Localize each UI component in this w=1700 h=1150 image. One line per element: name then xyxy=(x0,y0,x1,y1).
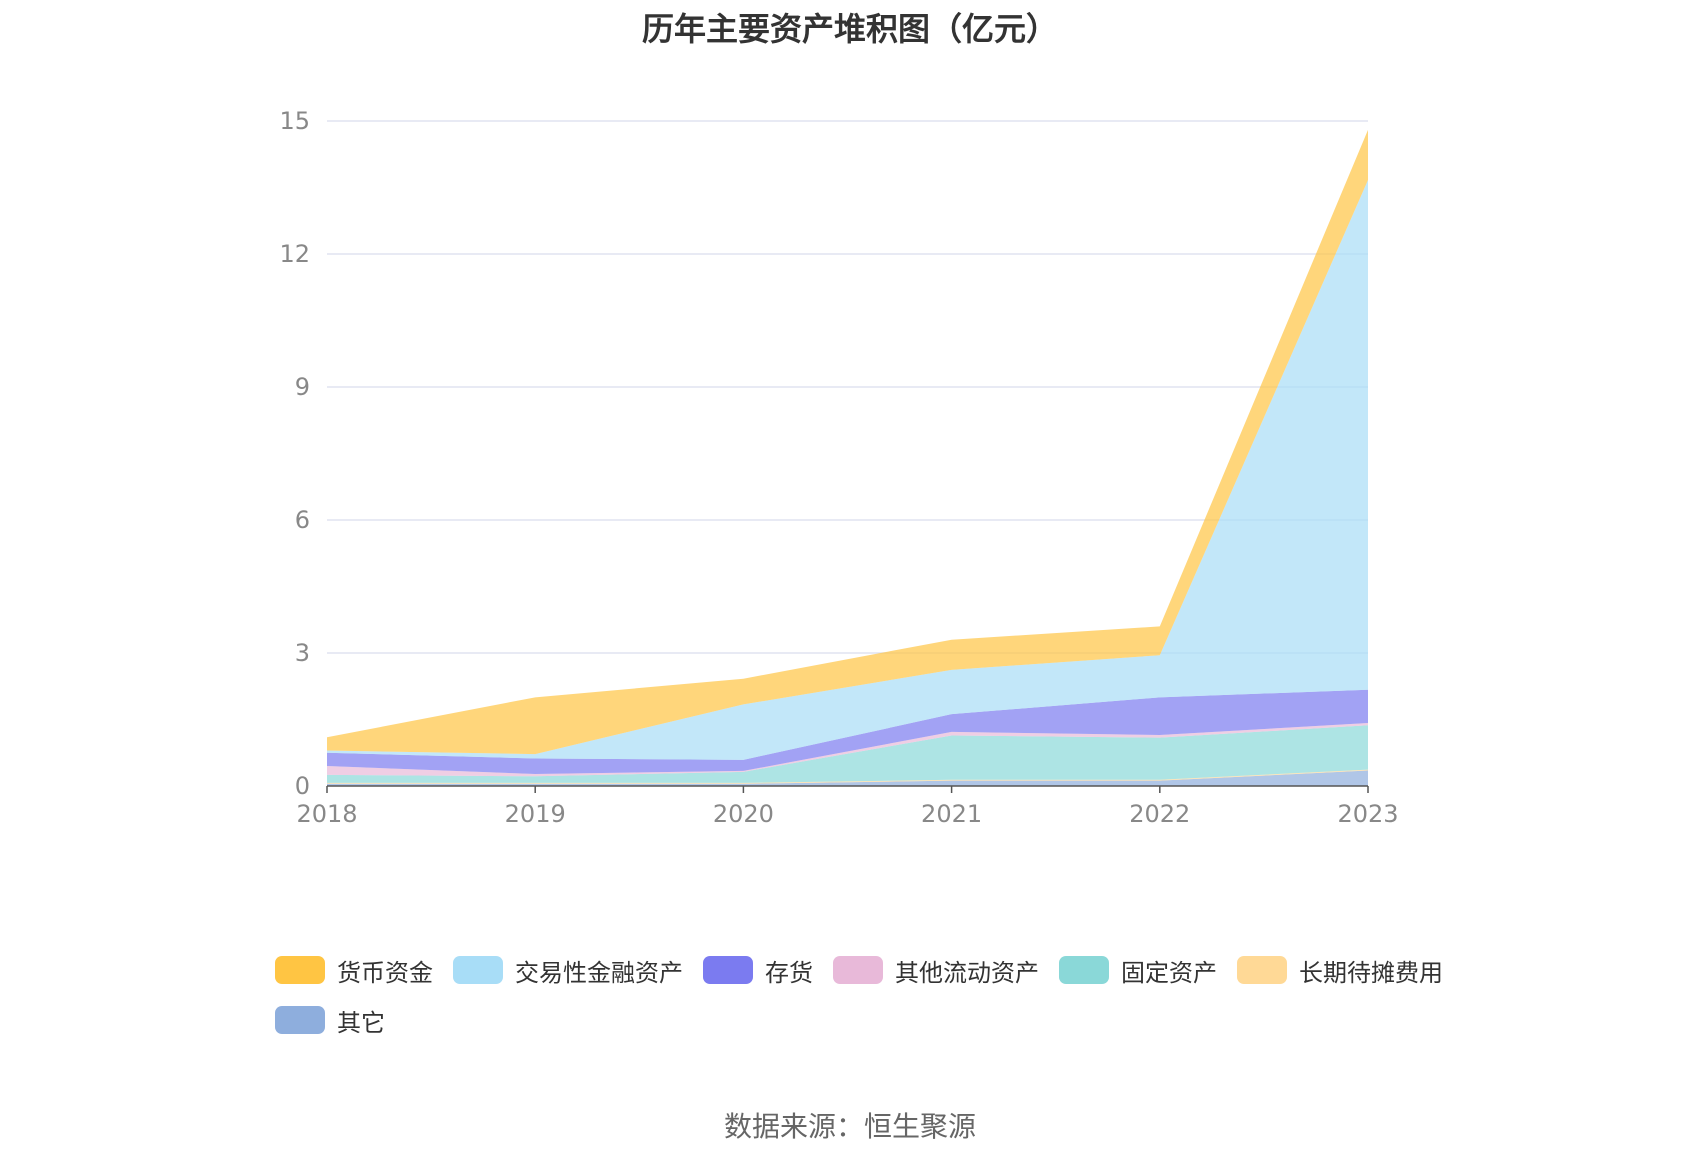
axes: 0 3 6 9 12 15 2018 2019 2020 2021 2022 2023 xyxy=(279,107,1398,828)
y-tick-label: 12 xyxy=(279,240,310,268)
legend: 货币资金 交易性金融资产 存货 其他流动资产 固定资产 长期待摊费用其它 xyxy=(275,955,1475,1037)
source-note: 数据来源：恒生聚源 xyxy=(723,1110,976,1143)
legend-swatch xyxy=(453,956,503,984)
legend-swatch xyxy=(275,1006,325,1034)
legend-label: 固定资产 xyxy=(1121,958,1217,987)
area-series-4 xyxy=(327,689,1368,775)
legend-swatch xyxy=(703,956,753,984)
area-series-2 xyxy=(327,725,1368,783)
x-tick-label: 2022 xyxy=(1129,800,1190,828)
stacked-areas xyxy=(327,129,1368,786)
legend-item[interactable]: 交易性金融资产 xyxy=(453,955,683,987)
x-tick-label: 2021 xyxy=(921,800,982,828)
chart-plot-area: 0 3 6 9 12 15 2018 2019 2020 2021 2022 2023 xyxy=(279,107,1398,828)
legend-label: 长期待摊费用 xyxy=(1299,958,1443,987)
legend-item[interactable]: 长期待摊费用 xyxy=(1237,955,1443,987)
legend-swatch xyxy=(1059,956,1109,984)
legend-swatch xyxy=(275,956,325,984)
x-tick-label: 2020 xyxy=(713,800,774,828)
legend-item[interactable]: 存货 xyxy=(703,955,813,987)
legend-item[interactable]: 货币资金 xyxy=(275,955,433,987)
area-series-1 xyxy=(327,769,1368,784)
legend-swatch xyxy=(833,956,883,984)
y-tick-label: 3 xyxy=(295,639,310,667)
y-tick-label: 0 xyxy=(295,772,310,800)
x-tick-label: 2018 xyxy=(296,800,357,828)
legend-swatch xyxy=(1237,956,1287,984)
legend-label: 其他流动资产 xyxy=(895,958,1039,987)
legend-item[interactable]: 固定资产 xyxy=(1059,955,1217,987)
legend-label: 存货 xyxy=(765,958,813,987)
legend-label: 货币资金 xyxy=(337,958,433,987)
area-series-3 xyxy=(327,723,1368,777)
x-tick-label: 2023 xyxy=(1337,800,1398,828)
legend-label: 交易性金融资产 xyxy=(515,958,683,987)
y-tick-label: 15 xyxy=(279,107,310,135)
area-series-0 xyxy=(327,770,1368,786)
legend-item[interactable]: 其他流动资产 xyxy=(833,955,1039,987)
legend-label: 其它 xyxy=(337,1008,385,1037)
legend-item[interactable]: 其它 xyxy=(275,1005,385,1037)
y-tick-label: 9 xyxy=(295,373,310,401)
chart-title: 历年主要资产堆积图（亿元） xyxy=(641,10,1058,48)
x-tick-label: 2019 xyxy=(505,800,566,828)
y-tick-label: 6 xyxy=(295,506,310,534)
